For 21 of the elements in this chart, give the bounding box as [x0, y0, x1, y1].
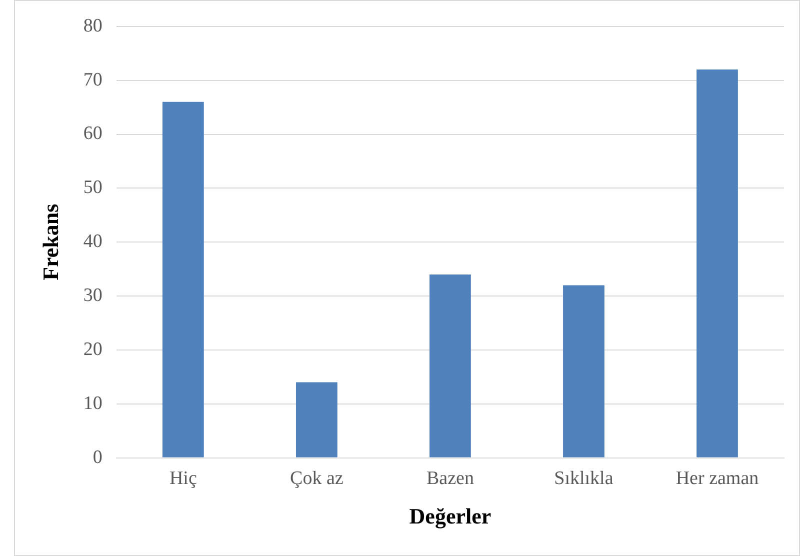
y-tick-label: 60	[83, 123, 102, 144]
x-tick-label: Her zaman	[676, 468, 760, 490]
y-tick-label: 30	[83, 285, 102, 306]
x-axis-title: Değerler	[409, 503, 492, 528]
bar	[296, 382, 338, 458]
y-tick-label: 50	[83, 177, 102, 198]
y-axis-title: Frekans	[38, 203, 63, 280]
bar	[696, 70, 738, 458]
y-tick-label: 80	[83, 15, 102, 36]
x-tick-label: Çok az	[290, 468, 344, 490]
bar	[563, 285, 604, 458]
y-tick-label: 20	[83, 338, 102, 360]
x-tick-label: Sıklıkla	[554, 468, 614, 490]
x-tick-label: Hiç	[169, 468, 197, 490]
y-tick-label: 10	[83, 392, 102, 414]
y-tick-label: 40	[83, 231, 102, 252]
bar	[430, 274, 471, 458]
y-tick-label: 0	[92, 446, 102, 468]
y-tick-label: 70	[83, 69, 102, 90]
x-tick-label: Bazen	[426, 468, 474, 490]
bar	[162, 102, 204, 458]
